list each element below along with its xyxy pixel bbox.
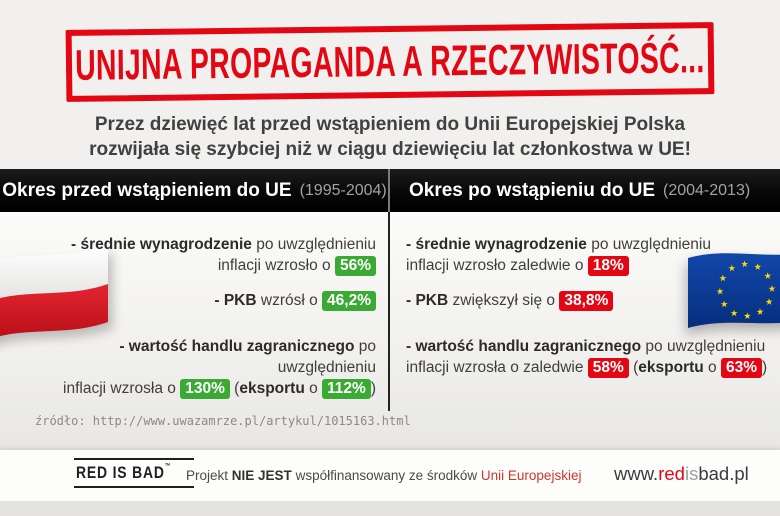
svg-text:★: ★ xyxy=(754,263,763,273)
stat-gdp-after: - PKB zwiększył się o 38,8% xyxy=(406,290,768,311)
value-badge-red: 63% xyxy=(720,358,763,378)
value-badge-green: 46,2% xyxy=(322,291,376,311)
page-title: UNIJNA PROPAGANDA A RZECZYWISTOŚĆ... xyxy=(75,33,705,90)
subtitle-line2: rozwijała się szybciej niż w ciągu dziew… xyxy=(89,139,691,160)
value-badge-green: 56% xyxy=(334,256,376,276)
svg-text:★: ★ xyxy=(768,284,777,294)
header-after-years: (2004-2013) xyxy=(663,181,751,199)
column-header-bar: Okres przed wstąpieniem do UE (1995-2004… xyxy=(0,169,780,212)
svg-text:★: ★ xyxy=(756,308,765,318)
svg-text:★: ★ xyxy=(765,298,774,308)
stat-label: - PKB xyxy=(214,292,257,309)
stat-label: - średnie wynagrodzenie xyxy=(71,236,252,253)
bottom-strip xyxy=(0,501,780,516)
column-divider-header xyxy=(388,169,390,212)
value-badge-red: 38,8% xyxy=(559,291,614,311)
svg-text:★: ★ xyxy=(730,309,739,319)
stat-gdp-before: - PKB wzrósł o 46,2% xyxy=(18,290,376,311)
header-after-title: Okres po wstąpieniu do UE xyxy=(409,179,655,201)
value-badge-green: 112% xyxy=(322,379,371,399)
poland-flag-icon xyxy=(0,246,108,337)
subtitle: Przez dziewięć lat przed wstąpieniem do … xyxy=(0,112,780,162)
svg-text:★: ★ xyxy=(720,300,729,310)
website-url: www.redisbad.pl xyxy=(614,463,749,484)
stat-label: - wartość handlu zagranicznego xyxy=(119,338,355,355)
before-column: - średnie wynagrodzenie po uwzględnieniu… xyxy=(18,234,376,399)
stat-wages-before: - średnie wynagrodzenie po uwzględnieniu… xyxy=(71,236,376,276)
logo-text: RED IS BAD™ xyxy=(76,463,172,482)
funding-disclaimer: Projekt NIE JEST współfinansowany ze śro… xyxy=(186,468,582,483)
header-after-eu: Okres po wstąpieniu do UE (2004-2013) xyxy=(391,169,780,212)
stat-label: eksportu xyxy=(638,359,704,376)
svg-text:★: ★ xyxy=(719,274,728,284)
header-before-eu: Okres przed wstąpieniem do UE (1995-2004… xyxy=(0,169,389,212)
header-before-title: Okres przed wstąpieniem do UE xyxy=(2,179,292,201)
column-divider xyxy=(388,212,390,411)
stat-trade-before: - wartość handlu zagranicznego po uwzglę… xyxy=(63,338,376,399)
svg-text:★: ★ xyxy=(740,260,749,270)
stat-label: - wartość handlu zagranicznego xyxy=(406,338,642,355)
source-url: źródło: http://www.uwazamrze.pl/artykul/… xyxy=(35,414,411,428)
svg-text:★: ★ xyxy=(716,287,725,297)
after-column: - średnie wynagrodzenie po uwzględnieniu… xyxy=(406,234,768,378)
stat-label: - PKB xyxy=(406,292,449,309)
stat-trade-after: - wartość handlu zagranicznego po uwzglę… xyxy=(406,338,768,378)
value-badge-red: 18% xyxy=(587,256,629,276)
red-is-bad-logo: RED IS BAD™ xyxy=(74,458,195,488)
stat-label: eksportu xyxy=(239,380,305,397)
svg-text:★: ★ xyxy=(743,312,752,322)
title-stamp-frame: UNIJNA PROPAGANDA A RZECZYWISTOŚĆ... xyxy=(65,22,715,102)
subtitle-line1: Przez dziewięć lat przed wstąpieniem do … xyxy=(94,114,686,135)
trademark-symbol: ™ xyxy=(164,463,172,470)
stat-wages-after: - średnie wynagrodzenie po uwzględnieniu… xyxy=(406,236,711,276)
eu-mention: Unii Europejskiej xyxy=(480,468,582,483)
header-before-years: (1995-2004) xyxy=(299,181,387,199)
svg-text:★: ★ xyxy=(764,272,773,282)
footer-bar: RED IS BAD™ Projekt NIE JEST współfinans… xyxy=(0,450,780,501)
value-badge-green: 130% xyxy=(180,379,230,399)
eu-flag-icon: ★ ★ ★★ ★★ ★★ ★★ ★★ xyxy=(688,253,780,328)
value-badge-red: 58% xyxy=(587,358,629,378)
content-background xyxy=(0,212,780,450)
svg-text:★: ★ xyxy=(728,264,737,274)
stat-label: - średnie wynagrodzenie xyxy=(406,236,587,253)
